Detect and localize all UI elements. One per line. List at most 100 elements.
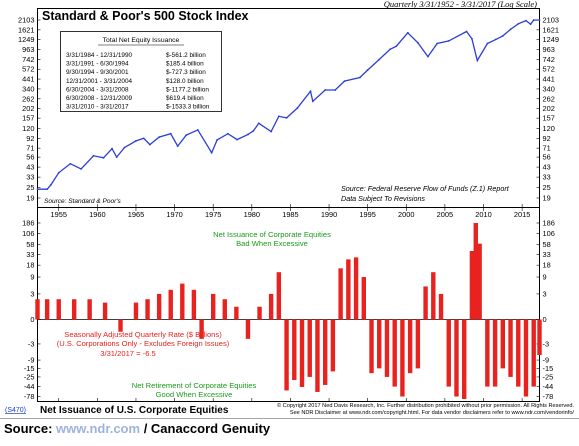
bottom-y-tick-label-right: -9 xyxy=(543,356,550,365)
bottom-y-tick-label-left: 58 xyxy=(26,240,34,249)
bottom-y-tick-label-left: 3 xyxy=(30,289,34,298)
source-left: Source: Standard & Poor's xyxy=(44,198,122,205)
issuance-bar xyxy=(369,319,374,374)
top-y-tick-label-right: 262 xyxy=(543,94,555,103)
bottom-y-tick-label-left: -9 xyxy=(28,356,35,365)
sp500-point xyxy=(270,130,273,133)
issuance-bar xyxy=(438,293,444,320)
issuance-bar xyxy=(508,319,513,377)
sp500-point xyxy=(486,42,489,45)
top-y-tick-label-right: 71 xyxy=(543,144,551,153)
top-y-tick-label-right: 33 xyxy=(543,173,551,182)
copyright-line-1: © Copyright 2017 Ned Davis Research, Inc… xyxy=(277,402,574,409)
top-y-tick-label-left: 56 xyxy=(26,153,34,162)
sp500-point xyxy=(46,188,49,191)
sp500-point xyxy=(476,59,479,62)
bottom-y-tick-label-left: 33 xyxy=(26,250,34,259)
sp500-point xyxy=(494,38,497,41)
sp500-point xyxy=(111,147,113,150)
sp500-point xyxy=(436,42,439,45)
top-y-tick-label-right: 120 xyxy=(543,124,555,133)
sp500-point xyxy=(343,80,346,83)
period-note: Quarterly 3/31/1952 - 3/31/2017 (Log Sca… xyxy=(384,0,537,9)
sp500-point xyxy=(427,55,429,58)
issuance-bar xyxy=(211,293,216,320)
bottom-y-tick-label-right: -78 xyxy=(543,392,554,401)
issuance-bar xyxy=(168,289,173,320)
top-y-tick-label-left: 120 xyxy=(22,124,34,133)
table-row-period: 3/31/2010 - 3/31/2017 xyxy=(66,104,129,111)
sp500-point xyxy=(36,188,39,191)
bottom-y-tick-label-right: 9 xyxy=(543,273,547,282)
x-tick-label: 1980 xyxy=(244,210,260,219)
issuance-bar xyxy=(307,319,312,377)
x-tick-label: 2005 xyxy=(437,210,453,219)
bottom-y-tick-label-right: 3 xyxy=(543,289,547,298)
issuance-bar xyxy=(102,302,108,320)
top-y-tick-label-right: 43 xyxy=(543,163,551,172)
issuance-bar xyxy=(292,319,297,381)
issuance-bar xyxy=(353,257,359,320)
sp500-point xyxy=(471,37,473,40)
bottom-y-tick-label-right: 106 xyxy=(543,229,555,238)
issuance-bar xyxy=(346,259,351,320)
top-y-tick-label-right: 441 xyxy=(543,75,555,84)
footer-source-tail: / Canaccord Genuity xyxy=(143,421,271,436)
issuance-bar xyxy=(407,319,413,374)
top-y-tick-label-left: 43 xyxy=(26,163,34,172)
issuance-bar xyxy=(133,302,139,320)
table-row-value: $-1177.2 billion xyxy=(166,86,209,93)
source-right: Source: Federal Reserve Flow of Funds (Z… xyxy=(341,184,510,193)
annotation-bad-1: Net Issuance of Corporate Equities xyxy=(213,230,331,239)
table-row-period: 9/30/1994 - 9/30/2001 xyxy=(66,69,129,76)
sp500-point xyxy=(142,137,145,140)
table-row-period: 12/31/2001 - 3/31/2004 xyxy=(66,78,133,85)
sp500-point xyxy=(309,90,312,93)
sp500-point xyxy=(185,134,188,137)
top-y-tick-label-left: 963 xyxy=(22,45,34,54)
sp500-point xyxy=(296,107,299,109)
table-row-value: $-727.3 billion xyxy=(166,69,206,76)
issuance-table-title: Total Net Equity Issuance xyxy=(103,37,180,44)
sp500-point xyxy=(395,45,398,48)
issuance-bar xyxy=(384,319,390,377)
sp500-point xyxy=(311,100,314,103)
issuance-bar xyxy=(492,319,498,387)
sp500-point xyxy=(517,22,520,25)
issuance-bar xyxy=(299,319,305,387)
issuance-bar xyxy=(477,243,482,320)
x-tick-label: 1965 xyxy=(128,210,144,219)
sp500-point xyxy=(158,136,161,139)
top-y-tick-label-left: 19 xyxy=(26,194,34,203)
issuance-bar xyxy=(523,319,529,397)
issuance-bar xyxy=(361,277,366,320)
issuance-bar xyxy=(222,299,227,320)
issuance-bar xyxy=(257,306,262,320)
issuance-bar xyxy=(431,272,436,320)
issuance-bar xyxy=(330,319,336,372)
sp500-point xyxy=(176,145,179,147)
issuance-bar xyxy=(322,319,328,385)
issuance-bar xyxy=(400,319,405,397)
issuance-bar xyxy=(338,268,343,320)
top-y-tick-label-left: 25 xyxy=(26,183,34,192)
bottom-y-tick-label-left: -15 xyxy=(24,364,35,373)
sp500-point xyxy=(236,138,239,141)
issuance-bar xyxy=(180,283,185,320)
footer-source-link[interactable]: www.ndr.com xyxy=(56,421,141,436)
top-y-tick-label-right: 19 xyxy=(543,194,551,203)
table-row-value: $-1533.3 billion xyxy=(166,104,210,111)
sp500-point xyxy=(525,19,527,22)
table-row-value: $185.4 billion xyxy=(166,61,204,68)
top-y-tick-label-left: 572 xyxy=(22,65,34,74)
top-y-tick-label-right: 340 xyxy=(543,84,555,93)
x-tick-label: 2010 xyxy=(475,210,491,219)
sp500-point xyxy=(92,154,95,157)
sp500-point xyxy=(359,76,361,79)
issuance-bar xyxy=(245,319,251,339)
top-y-tick-label-left: 33 xyxy=(26,173,34,182)
bottom-y-tick-label-left: 18 xyxy=(26,261,34,270)
annotation-mid-3: 3/31/2017 = -6.5 xyxy=(100,349,156,358)
x-axis: 1955 1960 1965 1970 1975 1980 1985 1990 1995 2000… xyxy=(51,204,530,402)
